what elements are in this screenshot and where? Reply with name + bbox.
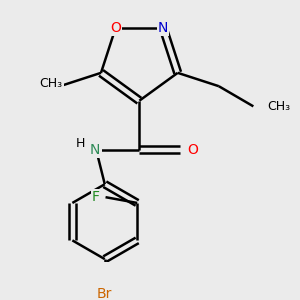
Text: CH₃: CH₃: [40, 77, 63, 90]
Text: H: H: [75, 137, 85, 150]
Text: O: O: [110, 21, 121, 35]
Text: O: O: [187, 143, 198, 157]
Text: Br: Br: [97, 287, 112, 300]
Text: N: N: [90, 143, 101, 157]
Text: N: N: [158, 21, 168, 35]
Text: CH₃: CH₃: [268, 100, 291, 113]
Text: F: F: [92, 190, 100, 204]
